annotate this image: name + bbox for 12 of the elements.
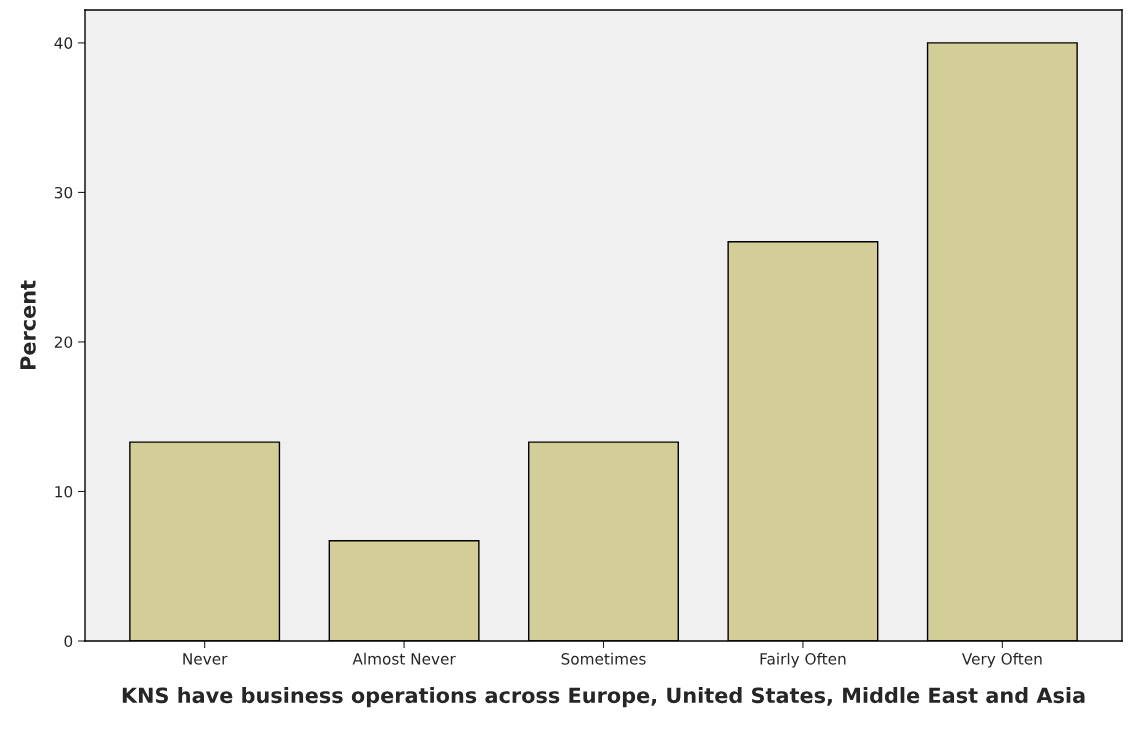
y-tick-label: 30 [54, 186, 73, 199]
y-tick-label: 40 [54, 37, 73, 49]
x-tick-label: Sometimes [561, 652, 646, 665]
y-tick-label: 10 [55, 485, 73, 498]
x-tick-label: Very Often [961, 652, 1042, 668]
y-axis-title: Percent [20, 280, 36, 370]
x-tick-label: Almost Never [352, 652, 456, 665]
x-tick-label: Never [183, 653, 228, 665]
x-tick-label: Fairly Often [760, 652, 846, 668]
y-tick-label: 0 [64, 635, 73, 648]
x-axis-title: KNS have business operations across Europe, United States, Middle East and Asia [122, 687, 1085, 708]
y-tick-label: 20 [54, 336, 73, 348]
